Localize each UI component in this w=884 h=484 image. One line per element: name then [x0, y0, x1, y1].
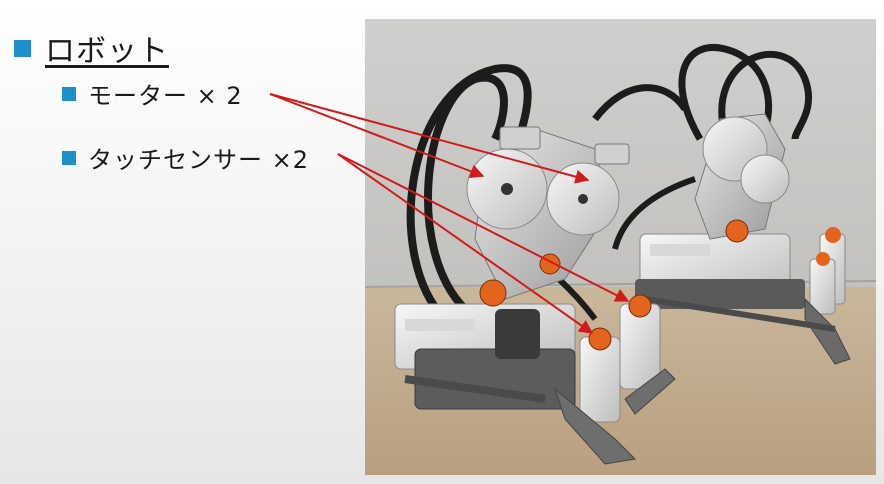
square-bullet-icon — [62, 150, 76, 165]
bullet-touch-sensor: タッチセンサー ×2 — [62, 140, 309, 175]
robot-back — [612, 44, 851, 365]
bullet-touch-sensor-label: タッチセンサー ×2 — [88, 146, 310, 174]
bullet-motor-label: モーター × 2 — [88, 82, 243, 110]
square-bullet-icon — [62, 86, 76, 101]
robot-photo — [365, 19, 876, 475]
slide-heading: ロボット — [45, 34, 169, 69]
bullet-motor: モーター × 2 — [62, 76, 243, 111]
heading-bullet: ロボット — [14, 26, 169, 70]
square-bullet-icon — [14, 39, 31, 57]
